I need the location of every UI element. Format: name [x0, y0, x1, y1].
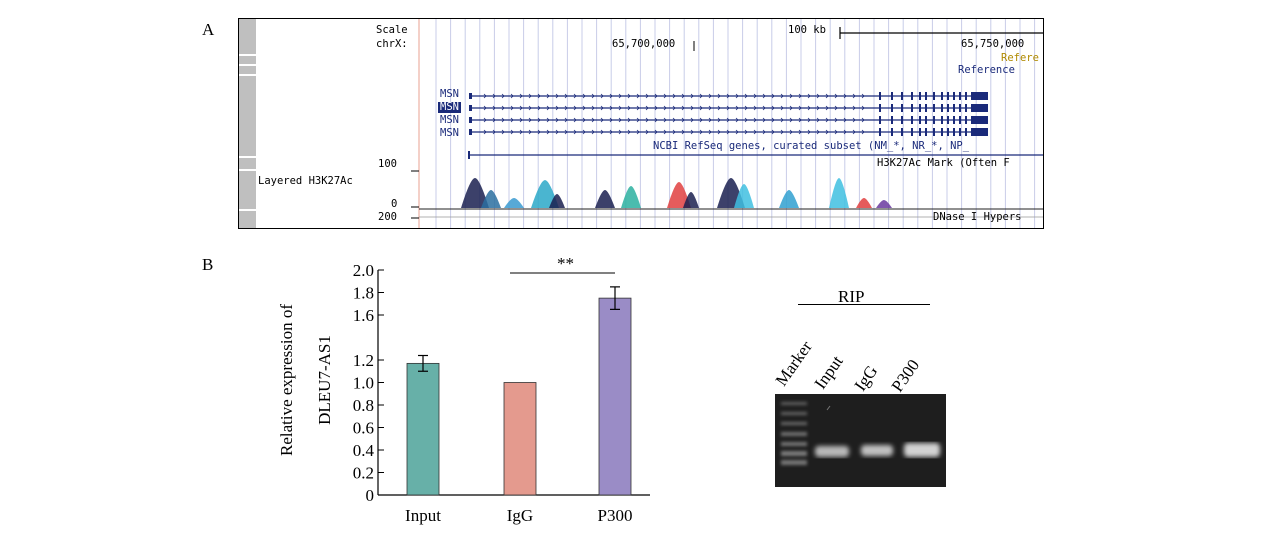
panel-a-letter: A	[202, 20, 215, 39]
bar-chart: 0 0.2 0.4 0.6 0.8 1.0 1.2 1.6 1.8 2.0 Input IgG P300…	[353, 255, 650, 525]
signal-peak	[856, 198, 872, 208]
gene-label-msn-1[interactable]: MSN	[440, 88, 459, 100]
y-tick-label: 1.8	[353, 284, 374, 303]
signal-peak	[667, 182, 691, 208]
x-category-label: P300	[598, 506, 633, 525]
gene-model-msn[interactable]	[469, 128, 988, 136]
scale-label: Scale	[376, 24, 408, 36]
bar-igg	[503, 382, 537, 496]
refseq-track-label[interactable]: NCBI RefSeq genes, curated subset (NM_*,…	[653, 140, 970, 152]
bar-p300	[598, 297, 632, 496]
y-axis-0: 0	[391, 198, 398, 210]
h3k27ac-mark-label[interactable]: H3K27Ac Mark (Often F	[877, 157, 1010, 169]
position-2: 65,750,000	[961, 38, 1025, 50]
gene-label-msn-4[interactable]: MSN	[440, 127, 459, 139]
position-1: 65,700,000	[612, 38, 676, 50]
lane-label-igg: IgG	[850, 361, 882, 395]
x-category-label: IgG	[507, 506, 533, 525]
y-tick-label: 1.2	[353, 351, 374, 370]
error-bar-p300	[610, 286, 620, 310]
y-axis-title-line1: Relative expression of	[277, 304, 296, 457]
signal-peak	[734, 184, 754, 208]
scale-bar-label: 100 kb	[788, 24, 826, 36]
y-tick-label: 0.6	[353, 419, 374, 438]
gene-model-msn[interactable]	[469, 92, 988, 100]
rip-title-line	[798, 304, 930, 305]
rip-title: RIP	[838, 287, 865, 306]
significance-label: **	[557, 255, 574, 273]
y-tick-label: 0.4	[353, 441, 375, 460]
track-gutter[interactable]	[239, 19, 256, 228]
layered-h3k27ac-label[interactable]: Layered H3K27Ac	[258, 175, 353, 187]
signal-peak	[779, 190, 799, 208]
y-tick-label: 2.0	[353, 261, 374, 280]
gene-label-msn-2[interactable]: MSN	[438, 101, 461, 113]
error-bar-input	[418, 354, 428, 372]
y-tick-label: 0.8	[353, 396, 374, 415]
lane-label-p300: P300	[887, 355, 924, 396]
genome-browser-view: Scale chrX: 100 kb 65,700,000 65,750,000…	[238, 18, 1044, 229]
x-category-label: Input	[405, 506, 441, 525]
signal-peak	[876, 200, 892, 208]
gel-bands	[775, 394, 946, 487]
gene-label-msn-3[interactable]: MSN	[440, 114, 459, 126]
y-tick-label: 1.6	[353, 306, 374, 325]
rip-gel-image	[775, 394, 946, 487]
signal-peak	[621, 186, 641, 208]
bar-input	[406, 362, 440, 496]
panel-b-letter: B	[202, 255, 214, 274]
browser-tracks-svg	[411, 19, 1043, 228]
gene-model-msn[interactable]	[469, 104, 988, 112]
signal-peak	[549, 194, 565, 208]
dnase-track-label[interactable]: DNase I Hypers	[933, 211, 1022, 223]
lane-label-input: Input	[810, 352, 847, 393]
signal-peak	[481, 190, 501, 208]
reference-track-label-2[interactable]: Reference	[958, 64, 1015, 76]
signal-peak	[504, 198, 524, 208]
y-tick-label: 0.2	[353, 464, 374, 483]
signal-peak	[683, 192, 699, 208]
y-tick-label: 0	[366, 486, 375, 505]
y-axis-100: 100	[378, 158, 397, 170]
signal-peak	[461, 178, 489, 208]
y-tick-label: 1.0	[353, 374, 374, 393]
reference-track-label-1[interactable]: Refere	[1001, 52, 1039, 64]
y-axis-200: 200	[378, 211, 397, 223]
signal-peak	[829, 178, 849, 208]
signal-peak	[595, 190, 615, 208]
lane-label-marker: Marker	[771, 337, 816, 390]
chrom-label: chrX:	[376, 38, 408, 50]
gene-model-msn[interactable]	[469, 116, 988, 124]
